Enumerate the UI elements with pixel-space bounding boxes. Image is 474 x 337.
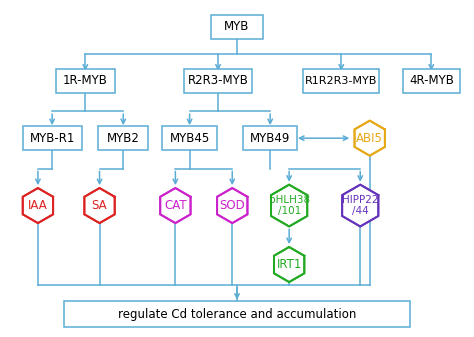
FancyBboxPatch shape [99,126,148,150]
Polygon shape [23,188,53,223]
Text: MYB2: MYB2 [107,132,140,145]
Text: R1R2R3-MYB: R1R2R3-MYB [305,76,377,86]
Text: bHLH38
/101: bHLH38 /101 [269,195,310,216]
Text: IAA: IAA [28,199,48,212]
FancyBboxPatch shape [211,15,263,39]
Polygon shape [217,188,247,223]
FancyBboxPatch shape [23,126,82,150]
Polygon shape [160,188,191,223]
Polygon shape [84,188,115,223]
Text: ABI5: ABI5 [356,132,383,145]
FancyBboxPatch shape [64,301,410,327]
FancyBboxPatch shape [162,126,217,150]
Text: MYB-R1: MYB-R1 [29,132,75,145]
Text: MYB45: MYB45 [170,132,210,145]
Text: R2R3-MYB: R2R3-MYB [188,74,248,87]
FancyBboxPatch shape [303,69,379,93]
Text: IRT1: IRT1 [276,258,302,271]
Polygon shape [342,185,378,226]
Text: SOD: SOD [219,199,245,212]
Text: regulate Cd tolerance and accumulation: regulate Cd tolerance and accumulation [118,308,356,320]
Text: HIPP22
/44: HIPP22 /44 [342,195,379,216]
Text: MYB49: MYB49 [250,132,291,145]
Text: SA: SA [92,199,107,212]
FancyBboxPatch shape [243,126,298,150]
Polygon shape [271,185,307,226]
Polygon shape [355,121,385,156]
FancyBboxPatch shape [403,69,460,93]
FancyBboxPatch shape [184,69,252,93]
FancyBboxPatch shape [56,69,115,93]
Polygon shape [274,247,304,282]
Text: CAT: CAT [164,199,187,212]
Text: 1R-MYB: 1R-MYB [63,74,108,87]
Text: 4R-MYB: 4R-MYB [409,74,454,87]
Text: MYB: MYB [224,21,250,33]
